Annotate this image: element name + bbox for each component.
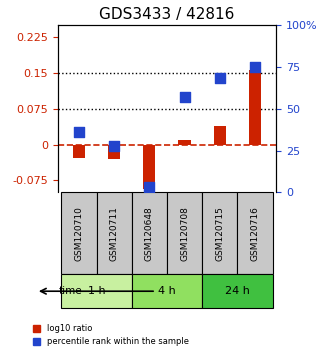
- FancyBboxPatch shape: [61, 193, 97, 274]
- FancyBboxPatch shape: [132, 274, 202, 308]
- Legend: log10 ratio, percentile rank within the sample: log10 ratio, percentile rank within the …: [30, 321, 192, 350]
- FancyBboxPatch shape: [167, 193, 202, 274]
- Point: [217, 76, 222, 81]
- Text: 1 h: 1 h: [88, 286, 105, 296]
- FancyBboxPatch shape: [237, 193, 273, 274]
- Point: [76, 129, 82, 135]
- FancyBboxPatch shape: [97, 193, 132, 274]
- Bar: [143, 144, 155, 189]
- Bar: [213, 126, 226, 144]
- Text: 24 h: 24 h: [225, 286, 250, 296]
- Text: GSM120716: GSM120716: [250, 206, 259, 261]
- Point: [111, 143, 117, 148]
- Point: [252, 64, 257, 69]
- Bar: [178, 140, 191, 144]
- Text: GSM120648: GSM120648: [145, 206, 154, 261]
- Text: GSM120715: GSM120715: [215, 206, 224, 261]
- Text: time: time: [58, 286, 82, 296]
- Bar: [108, 144, 120, 159]
- Point: [182, 94, 187, 100]
- FancyBboxPatch shape: [202, 274, 273, 308]
- Text: GSM120710: GSM120710: [74, 206, 83, 261]
- Bar: [73, 144, 85, 158]
- Bar: [249, 70, 261, 144]
- Title: GDS3433 / 42816: GDS3433 / 42816: [99, 7, 235, 22]
- Text: 4 h: 4 h: [158, 286, 176, 296]
- FancyBboxPatch shape: [132, 193, 167, 274]
- FancyBboxPatch shape: [202, 193, 237, 274]
- Text: GSM120708: GSM120708: [180, 206, 189, 261]
- FancyBboxPatch shape: [61, 274, 132, 308]
- Text: GSM120711: GSM120711: [109, 206, 119, 261]
- Point: [147, 184, 152, 190]
